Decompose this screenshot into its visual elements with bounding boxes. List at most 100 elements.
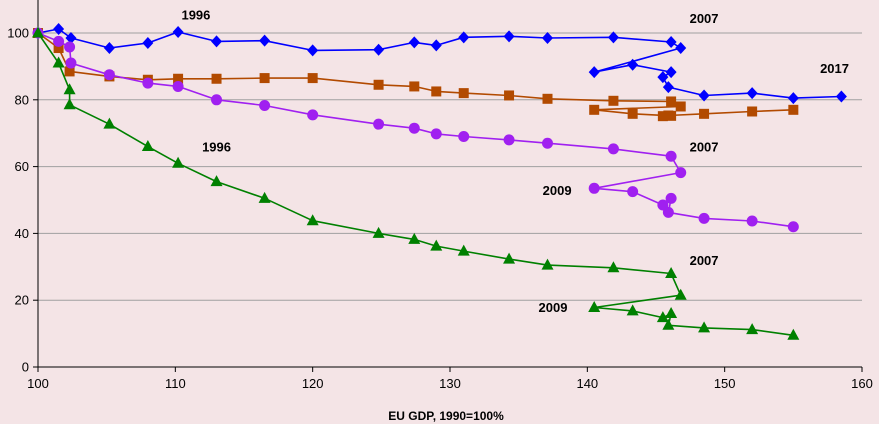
y-tick-label: 60 [15,159,29,174]
data-point-blue [746,87,758,100]
y-tick-label: 0 [22,360,29,375]
data-point-purple [503,134,515,146]
annotation-label: 2009 [539,300,568,315]
data-point-brown [504,90,515,101]
y-tick-label: 80 [15,92,29,107]
x-tick-label: 120 [302,376,324,391]
x-tick-label: 130 [439,376,461,391]
data-point-green [172,156,185,168]
data-point-purple [787,221,799,233]
x-tick-label: 140 [576,376,598,391]
data-point-green [665,266,678,278]
data-point-green [457,244,470,256]
data-point-green [665,307,678,319]
data-point-blue [675,42,687,55]
series-purple [32,27,799,233]
axes [33,0,863,372]
data-point-blue [259,34,271,47]
data-point-blue [373,43,385,56]
annotation-label: 2007 [690,253,719,268]
data-point-green [503,252,516,264]
data-point-blue [627,58,639,71]
data-point-brown [173,73,184,84]
y-tick-label: 40 [15,226,29,241]
tick-labels: 0 20 40 60 80 100 100 110 120 130 140 150 160 [7,26,873,392]
data-point-green [63,83,76,95]
data-point-green [408,232,421,244]
data-point-blue [787,92,799,105]
data-point-blue [307,44,319,57]
data-point-green [662,318,675,330]
gridlines [38,32,862,301]
data-point-green [372,226,385,238]
data-point-green [63,98,76,110]
annotation-label: 2007 [690,140,719,155]
data-point-purple [259,99,271,111]
data-point-blue [430,39,442,52]
data-point-purple [64,41,76,53]
data-point-brown [431,86,442,97]
data-point-green [430,239,443,251]
data-point-green [607,261,620,273]
data-point-green [103,117,116,129]
data-point-blue [698,89,710,102]
data-point-brown [657,111,668,122]
data-point-purple [307,109,319,121]
data-point-purple [65,57,77,69]
data-point-green [674,288,687,300]
data-point-green [746,323,759,335]
data-point-blue [657,71,669,84]
data-point-blue [665,36,677,49]
data-point-green [698,321,711,333]
x-tick-label: 100 [27,376,49,391]
data-point-purple [665,150,677,162]
annotations-group: 1996 2007 2017 1996 2007 2009 2007 2009 [181,8,849,315]
data-point-brown [259,73,270,84]
data-point-blue [503,30,515,43]
annotation-label: 2009 [543,183,572,198]
data-point-blue [142,37,154,50]
data-point-purple [458,131,470,143]
data-point-brown [211,73,222,84]
data-point-purple [607,143,619,155]
data-point-purple [698,212,710,224]
data-point-green [32,26,44,38]
data-point-green [52,56,65,68]
data-point-blue [542,32,554,45]
data-point-blue [665,66,677,79]
data-point-brown [663,110,674,121]
data-point-purple [53,35,65,47]
data-point-brown [64,66,75,77]
data-point-blue [588,66,600,79]
x-axis-label: EU GDP, 1990=100% [388,409,504,423]
data-point-brown [627,108,638,119]
data-point-blue [103,42,115,55]
data-point-green [541,258,554,270]
annotation-label: 2007 [690,11,719,26]
data-point-blue [408,36,420,49]
annotation-label: 1996 [181,8,210,23]
y-tick-label: 20 [15,293,29,308]
y-tick-label: 100 [7,26,29,41]
data-point-purple [172,80,184,92]
data-point-brown [53,43,64,54]
data-point-purple [211,94,223,106]
data-point-brown [699,108,710,119]
data-point-purple [142,77,154,89]
data-point-purple [665,192,677,204]
annotation-label: 1996 [202,140,231,155]
data-point-blue [662,81,674,94]
data-point-brown [458,88,469,99]
data-point-green [306,214,319,226]
data-point-purple [588,182,600,194]
data-point-blue [211,35,223,48]
data-point-brown [409,81,420,92]
data-point-purple [662,206,674,218]
data-point-purple [408,122,420,134]
series-group [32,22,847,340]
data-point-brown [608,95,619,106]
annotation-label: 2017 [820,61,849,76]
series-brown [33,28,799,122]
data-point-brown [747,106,758,117]
